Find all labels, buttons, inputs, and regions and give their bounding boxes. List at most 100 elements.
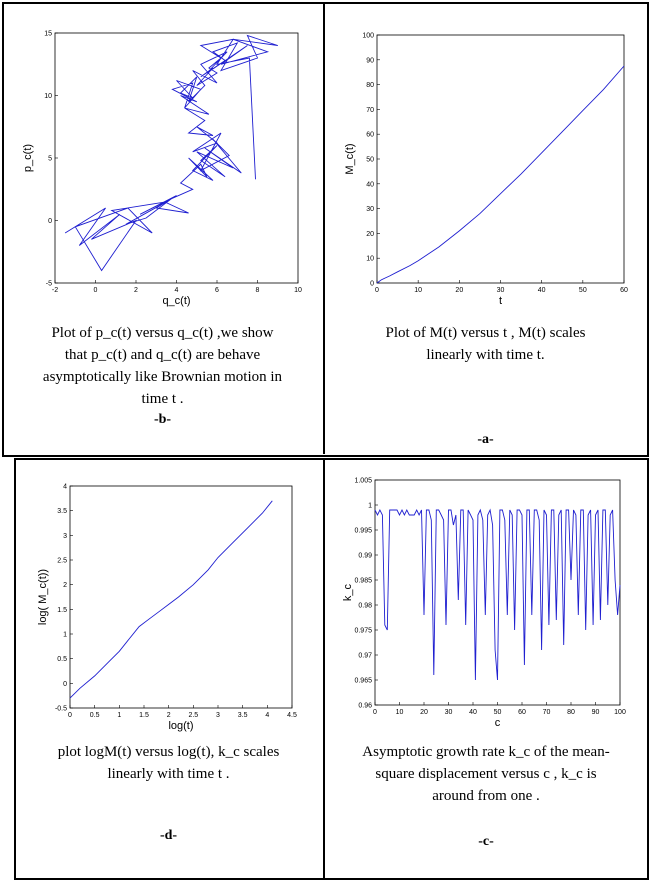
y-tick-label-d: 3 <box>63 533 67 540</box>
caption-a: Plot of M(t) versus t , M(t) scales line… <box>333 322 638 366</box>
y-tick-label-a: 100 <box>362 33 374 40</box>
y-tick-label-c: 0.99 <box>358 553 372 560</box>
x-tick-label-d: 1.5 <box>139 712 149 719</box>
y-tick-label-b: 0 <box>48 218 52 225</box>
x-axis-label-a: t <box>499 295 502 307</box>
tag-c: -c- <box>478 834 494 849</box>
top-frame <box>2 2 649 457</box>
series-line-b <box>64 34 278 272</box>
y-tick-label-c: 1.005 <box>354 478 372 485</box>
x-tick-label-d: 4.5 <box>287 712 297 719</box>
x-tick-label-a: 10 <box>414 287 422 294</box>
x-axis-label-b: q_c(t) <box>162 295 190 307</box>
y-tick-label-d: 1.5 <box>57 607 67 614</box>
caption-b: Plot of p_c(t) versus q_c(t) ,we show th… <box>10 322 315 410</box>
y-tick-label-b: 10 <box>44 93 52 100</box>
caption-d: plot logM(t) versus log(t), k_c scales l… <box>16 741 321 785</box>
y-tick-label-d: 0.5 <box>57 656 67 663</box>
caption-d-line-1: plot logM(t) versus log(t), k_c scales <box>57 744 280 760</box>
plot-frame-b <box>54 32 299 284</box>
chart-c: 0 10 20 30 40 50 60 70 80 90 100 0.96 0.965 0.97 0.975… <box>342 478 626 730</box>
chart-b: -2 0 2 4 6 8 10 -5 0 5 10 15 q_c(t) p_c(t) <box>22 31 302 308</box>
y-tick-label-a: 20 <box>366 231 374 238</box>
y-tick-label-a: 90 <box>366 57 374 64</box>
divider-bottom <box>323 458 325 878</box>
series-line-d <box>69 500 273 699</box>
x-tick-label-b: 6 <box>215 287 219 294</box>
x-tick-label-c: 0 <box>373 709 377 716</box>
x-tick-label-b: 2 <box>134 287 138 294</box>
x-tick-label-b: 8 <box>256 287 260 294</box>
x-tick-label-c: 50 <box>494 709 502 716</box>
y-tick-label-b: 15 <box>44 31 52 38</box>
x-tick-label-b: 4 <box>175 287 179 294</box>
y-tick-label-c: 0.995 <box>354 528 372 535</box>
x-tick-label-d: 1 <box>117 712 121 719</box>
tag-b: -b- <box>153 412 172 427</box>
caption-a-line-1: Plot of M(t) versus t , M(t) scales <box>385 325 586 341</box>
series-line-a <box>376 65 625 284</box>
x-tick-label-d: 4 <box>265 712 269 719</box>
x-tick-label-c: 40 <box>469 709 477 716</box>
y-tick-label-a: 60 <box>366 132 374 139</box>
x-tick-label-c: 10 <box>396 709 404 716</box>
caption-b-line-2: that p_c(t) and q_c(t) are behave <box>64 347 261 363</box>
y-tick-label-a: 50 <box>366 157 374 164</box>
x-tick-label-d: 3.5 <box>238 712 248 719</box>
caption-c-line-3: around from one . <box>432 788 540 804</box>
y-tick-label-c: 0.965 <box>354 678 372 685</box>
x-tick-label-d: 0 <box>68 712 72 719</box>
y-tick-label-a: 30 <box>366 206 374 213</box>
y-tick-label-b: 5 <box>48 156 52 163</box>
x-tick-label-b: -2 <box>52 287 58 294</box>
y-tick-label-a: 40 <box>366 181 374 188</box>
x-tick-label-a: 40 <box>538 287 546 294</box>
y-tick-label-b: -5 <box>46 281 52 288</box>
x-tick-label-c: 80 <box>567 709 575 716</box>
x-tick-label-a: 60 <box>620 287 628 294</box>
y-tick-label-d: 2.5 <box>57 558 67 565</box>
y-axis-label-a: M_c(t) <box>344 143 356 174</box>
panel-d: 0 0.5 1 1.5 2 2.5 3 3.5 4 4.5 -0.5 0 0.5 1 1.5 2 2.5 3 3.5… <box>14 458 323 876</box>
y-tick-label-d: 1 <box>63 632 67 639</box>
y-tick-label-a: 80 <box>366 82 374 89</box>
x-tick-label-c: 90 <box>592 709 600 716</box>
x-tick-label-a: 50 <box>579 287 587 294</box>
y-tick-label-c: 0.975 <box>354 628 372 635</box>
y-axis-label-b: p_c(t) <box>22 144 34 172</box>
x-tick-label-c: 100 <box>614 709 626 716</box>
x-tick-label-d: 0.5 <box>90 712 100 719</box>
caption-c-line-2: square displacement versus c , k_c is <box>375 766 597 782</box>
y-axis-label-c: k_c <box>342 583 354 601</box>
caption-b-line-3: asymptotically like Brownian motion in <box>42 369 283 385</box>
x-tick-label-c: 20 <box>420 709 428 716</box>
x-tick-label-c: 70 <box>543 709 551 716</box>
y-tick-label-d: 2 <box>63 582 67 589</box>
chart-a: 0 10 20 30 40 50 60 0 10 20 30 40 50 60 70 80 90 100 t M_c(… <box>344 33 628 308</box>
y-tick-label-d: 4 <box>63 484 67 491</box>
bottom-frame <box>14 458 649 880</box>
plot-frame-d <box>69 485 293 709</box>
x-tick-label-c: 60 <box>518 709 526 716</box>
panel-b: -2 0 2 4 6 8 10 -5 0 5 10 15 q_c(t) p_c(t) Plot of p_… <box>0 0 323 452</box>
x-tick-label-b: 0 <box>94 287 98 294</box>
caption-a-line-2: linearly with time t. <box>426 347 545 363</box>
x-tick-label-a: 0 <box>375 287 379 294</box>
x-tick-label-a: 20 <box>455 287 463 294</box>
caption-b-line-1: Plot of p_c(t) versus q_c(t) ,we show <box>51 325 274 341</box>
caption-b-line-4: time t . <box>141 391 184 407</box>
series-line-c <box>374 508 621 681</box>
y-tick-label-d: 3.5 <box>57 508 67 515</box>
tag-a: -a- <box>477 432 494 447</box>
y-tick-label-a: 10 <box>366 256 374 263</box>
x-axis-label-c: c <box>495 717 501 729</box>
divider-top <box>323 2 325 454</box>
caption-d-line-2: linearly with time t . <box>107 766 230 782</box>
x-tick-label-c: 30 <box>445 709 453 716</box>
y-tick-label-a: 0 <box>370 281 374 288</box>
panel-c: 0 10 20 30 40 50 60 70 80 90 100 0.96 0.965 0.97 0.975… <box>325 458 645 876</box>
x-tick-label-d: 2 <box>167 712 171 719</box>
caption-c: Asymptotic growth rate k_c of the mean- … <box>331 741 641 807</box>
tag-d: -d- <box>159 828 178 843</box>
y-tick-label-c: 0.98 <box>358 603 372 610</box>
